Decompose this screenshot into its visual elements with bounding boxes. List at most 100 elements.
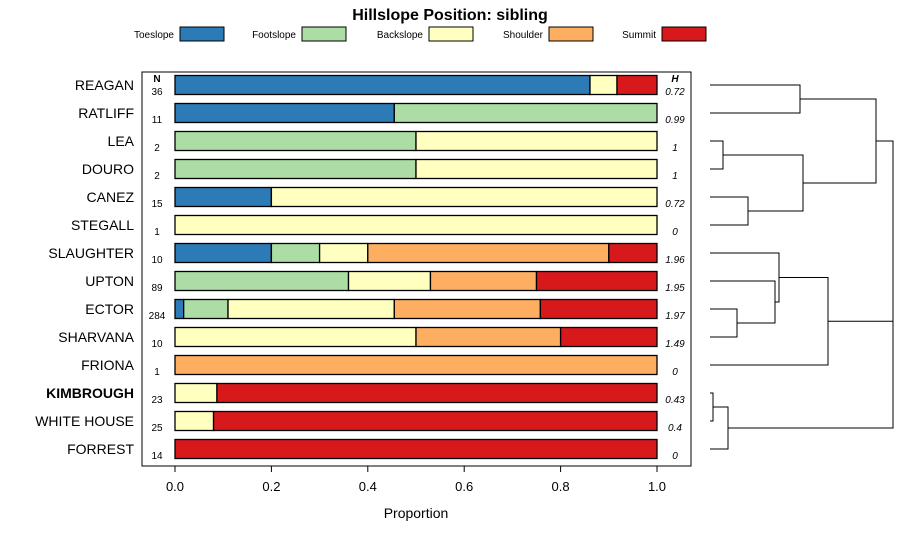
bar-segment-canez-backslope xyxy=(270,186,658,208)
row-h-upton: 1.95 xyxy=(665,283,685,294)
legend-swatch-summit xyxy=(661,26,707,42)
x-tick-label: 0.2 xyxy=(262,479,280,494)
dendrogram-link xyxy=(710,84,801,114)
row-n-ector: 284 xyxy=(149,311,166,322)
row-h-ector: 1.97 xyxy=(665,311,685,322)
dendrogram-link xyxy=(728,320,894,429)
bar-segment-lea-footslope xyxy=(174,130,417,152)
dendrogram-link xyxy=(710,280,776,324)
bar-segment-upton-backslope xyxy=(347,270,432,292)
bar-segment-reagan-backslope xyxy=(589,74,618,96)
legend-label-footslope: Footslope xyxy=(252,30,296,41)
row-label-canez: CANEZ xyxy=(87,189,135,205)
row-h-canez: 0.72 xyxy=(665,199,685,210)
row-n-kimbrough: 23 xyxy=(151,395,163,406)
row-h-sharvana: 1.49 xyxy=(665,339,685,350)
row-n-sharvana: 10 xyxy=(151,339,163,350)
bar-segment-slaughter-footslope xyxy=(270,242,321,264)
row-h-white-house: 0.4 xyxy=(668,423,682,434)
row-label-ector: ECTOR xyxy=(85,301,134,317)
bar-segment-ector-summit xyxy=(539,298,658,320)
bar-segment-upton-footslope xyxy=(174,270,350,292)
bar-segment-ratliff-toeslope xyxy=(174,102,395,124)
h-column-header: H xyxy=(671,74,679,85)
row-n-friona: 1 xyxy=(154,367,160,378)
row-h-lea: 1 xyxy=(672,143,678,154)
row-label-white-house: WHITE HOUSE xyxy=(35,413,134,429)
dendrogram-link xyxy=(800,98,877,184)
bar-segment-upton-shoulder xyxy=(429,270,538,292)
chart-title: Hillslope Position: sibling xyxy=(352,7,548,24)
x-tick-label: 0.8 xyxy=(552,479,570,494)
bar-segment-sharvana-summit xyxy=(559,326,658,348)
bar-segment-ector-backslope xyxy=(227,298,395,320)
bar-segment-canez-toeslope xyxy=(174,186,273,208)
x-axis: 0.0 0.2 0.4 0.6 0.8 1.0 xyxy=(166,466,666,494)
bar-segment-slaughter-backslope xyxy=(318,242,369,264)
dendrogram-link xyxy=(876,140,894,375)
bar-segment-douro-backslope xyxy=(415,158,658,180)
row-n-douro: 2 xyxy=(154,171,160,182)
row-h-reagan: 0.72 xyxy=(665,87,685,98)
bar-segment-sharvana-shoulder xyxy=(415,326,562,348)
row-n-reagan: 36 xyxy=(151,87,163,98)
row-label-friona: FRIONA xyxy=(81,357,135,373)
row-label-stegall: STEGALL xyxy=(71,217,134,233)
row-n-slaughter: 10 xyxy=(151,255,163,266)
legend-swatch-toeslope xyxy=(179,26,225,42)
dendrogram-link xyxy=(710,392,714,422)
row-n-upton: 89 xyxy=(151,283,163,294)
dendrogram-link xyxy=(710,308,738,338)
bar-segment-white-house-backslope xyxy=(174,410,215,432)
row-label-douro: DOURO xyxy=(82,161,134,177)
bar-segment-reagan-toeslope xyxy=(174,74,591,96)
row-h-douro: 1 xyxy=(672,171,678,182)
bar-segment-ector-shoulder xyxy=(393,298,542,320)
bar-segment-sharvana-backslope xyxy=(174,326,417,348)
legend-swatch-shoulder xyxy=(548,26,594,42)
legend-swatch-backslope xyxy=(428,26,474,42)
row-h-ratliff: 0.99 xyxy=(665,115,685,126)
bar-segment-slaughter-summit xyxy=(608,242,658,264)
bar-segment-stegall-backslope xyxy=(174,214,658,236)
bar-segment-reagan-summit xyxy=(616,74,658,96)
row-label-slaughter: SLAUGHTER xyxy=(48,245,134,261)
bar-segment-slaughter-toeslope xyxy=(174,242,273,264)
dendrogram-link xyxy=(723,154,804,212)
x-tick-label: 1.0 xyxy=(648,479,666,494)
bar-segment-lea-backslope xyxy=(415,130,658,152)
row-label-reagan: REAGAN xyxy=(75,77,134,93)
row-h-stegall: 0 xyxy=(672,227,678,238)
row-n-forrest: 14 xyxy=(151,451,163,462)
dendrogram-link xyxy=(710,140,724,170)
row-n-white-house: 25 xyxy=(151,423,163,434)
row-label-kimbrough: KIMBROUGH xyxy=(46,385,134,401)
bar-segment-upton-summit xyxy=(535,270,658,292)
bar-segment-kimbrough-summit xyxy=(216,382,658,404)
row-h-friona: 0 xyxy=(672,367,678,378)
row-label-ratliff: RATLIFF xyxy=(78,105,134,121)
bar-segment-friona-shoulder xyxy=(174,354,658,376)
n-column-header: N xyxy=(153,74,160,85)
bar-segment-forrest-summit xyxy=(174,438,658,460)
legend-label-shoulder: Shoulder xyxy=(503,30,544,41)
dendrogram xyxy=(710,84,894,450)
legend-label-backslope: Backslope xyxy=(377,30,424,41)
bar-segment-douro-footslope xyxy=(174,158,417,180)
row-n-ratliff: 11 xyxy=(152,115,163,126)
bar-segment-ratliff-footslope xyxy=(393,102,658,124)
bar-segment-white-house-summit xyxy=(212,410,658,432)
row-n-lea: 2 xyxy=(154,143,160,154)
dendrogram-link xyxy=(710,252,780,303)
bar-segment-ector-toeslope xyxy=(174,298,185,320)
legend-label-summit: Summit xyxy=(622,30,656,41)
row-label-upton: UPTON xyxy=(85,273,134,289)
row-n-stegall: 1 xyxy=(154,227,160,238)
legend-swatch-footslope xyxy=(301,26,347,42)
row-h-slaughter: 1.96 xyxy=(665,255,685,266)
bar-segment-kimbrough-backslope xyxy=(174,382,218,404)
x-tick-label: 0.0 xyxy=(166,479,184,494)
dendrogram-link xyxy=(710,277,829,366)
